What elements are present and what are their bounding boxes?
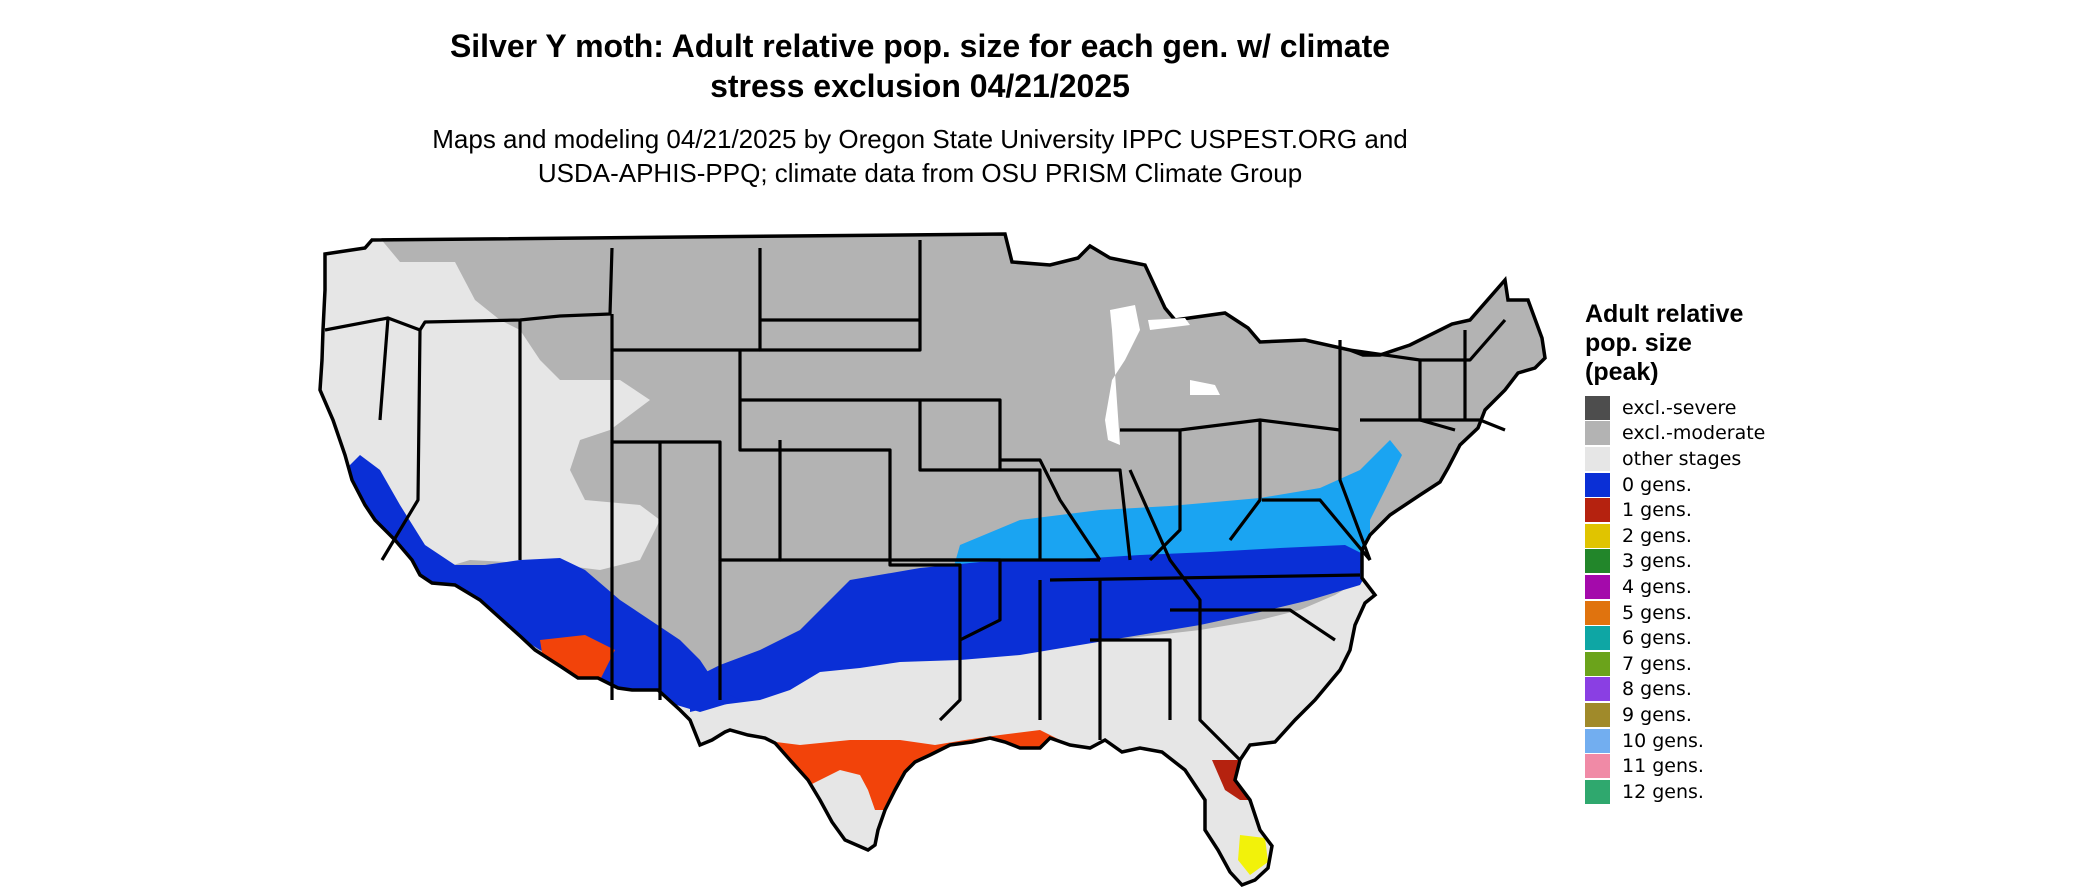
legend-item: 1 gens. xyxy=(1585,497,1805,523)
legend-swatch xyxy=(1585,472,1610,497)
legend-item: 2 gens. xyxy=(1585,523,1805,549)
legend-swatch xyxy=(1585,523,1610,548)
legend-swatch xyxy=(1585,395,1610,420)
legend-label: 1 gens. xyxy=(1622,499,1692,522)
gen2-florida-tip xyxy=(1238,835,1268,875)
legend-label: 12 gens. xyxy=(1622,780,1704,803)
legend-label: excl.-severe xyxy=(1622,396,1737,419)
gen0-dark-band xyxy=(690,545,1375,712)
legend-swatch xyxy=(1585,421,1610,446)
legend-swatch xyxy=(1585,651,1610,676)
map-title-line-2: stress exclusion 04/21/2025 xyxy=(710,68,1130,104)
gen0-west-coast xyxy=(345,455,740,712)
legend-label: 11 gens. xyxy=(1622,755,1704,778)
legend-label: other stages xyxy=(1622,447,1742,470)
legend-swatch xyxy=(1585,574,1610,599)
legend-swatch xyxy=(1585,677,1610,702)
legend-swatch xyxy=(1585,498,1610,523)
legend-item: 5 gens. xyxy=(1585,600,1805,626)
legend-label: 5 gens. xyxy=(1622,601,1692,624)
map-title-line-1: Silver Y moth: Adult relative pop. size … xyxy=(449,28,1391,64)
legend-item: other stages xyxy=(1585,446,1805,472)
legend-swatch xyxy=(1585,446,1610,471)
legend-swatch xyxy=(1585,779,1610,804)
great-lakes xyxy=(1105,305,1220,445)
legend-item: 7 gens. xyxy=(1585,651,1805,677)
legend-label: excl.-moderate xyxy=(1622,422,1766,445)
legend-title-line-3: (peak) xyxy=(1585,358,1659,386)
legend-label: 3 gens. xyxy=(1622,550,1692,573)
legend-title-line-2: pop. size xyxy=(1585,329,1692,357)
legend-swatch xyxy=(1585,549,1610,574)
legend-swatch xyxy=(1585,702,1610,727)
legend-title-line-1: Adult relative xyxy=(1585,300,1744,328)
legend-items: excl.-severe excl.-moderate other stages 0 … xyxy=(1585,395,1805,805)
legend-item: 8 gens. xyxy=(1585,677,1805,703)
legend-item: excl.-moderate xyxy=(1585,421,1805,447)
legend-item: 11 gens. xyxy=(1585,753,1805,779)
legend-item: 0 gens. xyxy=(1585,472,1805,498)
legend-item: 4 gens. xyxy=(1585,574,1805,600)
legend-swatch xyxy=(1585,754,1610,779)
legend-label: 0 gens. xyxy=(1622,473,1692,496)
state-borders xyxy=(324,240,1507,762)
legend: Adult relative pop. size (peak) excl.-se… xyxy=(1585,300,1805,805)
legend-item: 10 gens. xyxy=(1585,728,1805,754)
legend-label: 2 gens. xyxy=(1622,524,1692,547)
map-subtitle-line-1: Maps and modeling 04/21/2025 by Oregon S… xyxy=(432,124,1408,154)
legend-label: 6 gens. xyxy=(1622,627,1692,650)
legend-item: 12 gens. xyxy=(1585,779,1805,805)
map-title: Silver Y moth: Adult relative pop. size … xyxy=(420,26,1420,106)
legend-label: 8 gens. xyxy=(1622,678,1692,701)
legend-swatch xyxy=(1585,626,1610,651)
legend-item: 6 gens. xyxy=(1585,625,1805,651)
legend-item: 3 gens. xyxy=(1585,549,1805,575)
legend-label: 7 gens. xyxy=(1622,652,1692,675)
legend-label: 4 gens. xyxy=(1622,575,1692,598)
map-subtitle-line-2: USDA-APHIS-PPQ; climate data from OSU PR… xyxy=(537,158,1303,188)
map-subtitle: Maps and modeling 04/21/2025 by Oregon S… xyxy=(370,122,1470,190)
legend-label: 9 gens. xyxy=(1622,703,1692,726)
legend-title: Adult relative pop. size (peak) xyxy=(1585,300,1805,387)
legend-label: 10 gens. xyxy=(1622,729,1704,752)
legend-swatch xyxy=(1585,600,1610,625)
legend-item: 9 gens. xyxy=(1585,702,1805,728)
legend-item: excl.-severe xyxy=(1585,395,1805,421)
legend-swatch xyxy=(1585,728,1610,753)
